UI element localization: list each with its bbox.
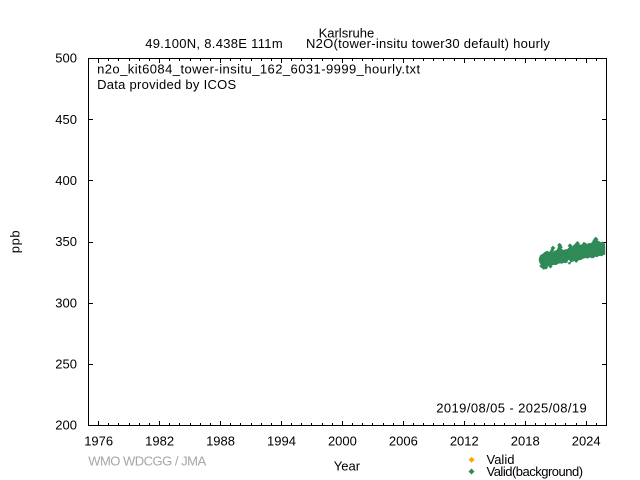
svg-text:WMO WDCGG / JMA: WMO WDCGG / JMA	[88, 453, 206, 468]
svg-text:300: 300	[55, 295, 77, 310]
svg-text:500: 500	[55, 51, 77, 66]
svg-text:Karlsruhe: Karlsruhe	[319, 26, 375, 41]
svg-text:Data provided by ICOS: Data provided by ICOS	[97, 77, 236, 92]
svg-text:400: 400	[55, 173, 77, 188]
svg-text:250: 250	[55, 357, 77, 372]
svg-text:Valid: Valid	[487, 452, 515, 467]
svg-text:350: 350	[55, 234, 77, 249]
svg-text:49.100N, 8.438E 111m: 49.100N, 8.438E 111m	[145, 36, 283, 51]
svg-text:2018: 2018	[511, 433, 540, 448]
svg-text:Year: Year	[334, 458, 361, 473]
svg-text:2006: 2006	[389, 433, 418, 448]
svg-text:200: 200	[55, 418, 77, 433]
svg-text:2000: 2000	[328, 433, 357, 448]
svg-text:Valid(background): Valid(background)	[487, 464, 583, 479]
svg-text:2012: 2012	[450, 433, 479, 448]
svg-text:1988: 1988	[206, 433, 235, 448]
svg-text:2024: 2024	[572, 433, 601, 448]
svg-text:2019/08/05 - 2025/08/19: 2019/08/05 - 2025/08/19	[436, 400, 587, 415]
svg-text:ppb: ppb	[7, 230, 22, 254]
svg-text:n2o_kit6084_tower-insitu_162_6: n2o_kit6084_tower-insitu_162_6031-9999_h…	[97, 61, 420, 76]
svg-text:1994: 1994	[267, 433, 296, 448]
svg-text:450: 450	[55, 112, 77, 127]
svg-text:N2O(tower-insitu tower30 defau: N2O(tower-insitu tower30 default) hourly	[306, 36, 550, 51]
svg-text:1982: 1982	[145, 433, 174, 448]
svg-text:1976: 1976	[84, 433, 113, 448]
